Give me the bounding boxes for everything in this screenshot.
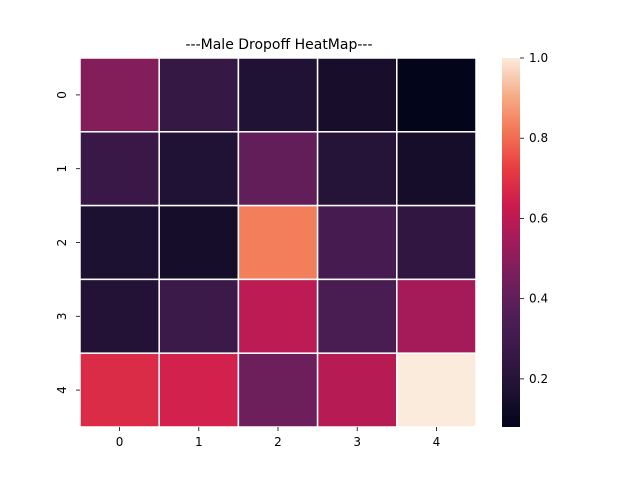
y-tick-label: 4	[55, 386, 69, 394]
heatmap-cell-r0-c3	[316, 57, 398, 133]
y-tick-label: 0	[55, 91, 69, 99]
heatmap-cell-r3-c4	[396, 278, 477, 354]
x-tick-label: 3	[353, 435, 361, 449]
heatmap-cell-r3-c0	[79, 278, 160, 354]
heatmap-cell-r4-c0	[79, 352, 160, 428]
y-tick-label: 2	[55, 239, 69, 247]
x-tick-label: 0	[116, 435, 124, 449]
heatmap-cells	[79, 57, 477, 428]
heatmap-cell-r1-c2	[237, 131, 319, 207]
chart-title: ---Male Dropoff HeatMap---	[185, 37, 372, 53]
y-tick-label: 3	[55, 312, 69, 320]
y-axis: 0 1 2 3 4	[55, 91, 80, 394]
heatmap-cell-r4-c1	[158, 352, 240, 428]
heatmap-cell-r0-c1	[158, 57, 240, 133]
heatmap-cell-r1-c1	[158, 131, 240, 207]
colorbar-tick-label: 0.2	[529, 372, 548, 386]
heatmap-cell-r2-c0	[79, 204, 160, 281]
heatmap-cell-r0-c2	[237, 57, 319, 133]
heatmap-cell-r4-c4	[396, 352, 477, 428]
heatmap-cell-r2-c1	[158, 204, 240, 281]
heatmap-cell-r1-c4	[396, 131, 477, 207]
heatmap-cell-r1-c0	[79, 131, 160, 207]
x-tick-label: 1	[195, 435, 203, 449]
y-tick-label: 1	[55, 165, 69, 173]
colorbar-tick-label: 0.6	[529, 211, 548, 225]
colorbar-tick-label: 1.0	[529, 51, 548, 65]
heatmap-cell-r0-c0	[79, 57, 160, 133]
colorbar: 0.2 0.4 0.6 0.8 1.0	[502, 51, 548, 427]
heatmap-cell-r3-c3	[316, 278, 398, 354]
colorbar-tick-label: 0.4	[529, 292, 548, 306]
heatmap-cell-r1-c3	[316, 131, 398, 207]
colorbar-gradient	[502, 58, 520, 427]
heatmap-cell-r4-c3	[316, 352, 398, 428]
heatmap-cell-r2-c2	[237, 204, 319, 281]
heatmap-cell-r2-c4	[396, 204, 477, 281]
colorbar-tick-label: 0.8	[529, 131, 548, 145]
heatmap-cell-r3-c2	[237, 278, 319, 354]
heatmap-cell-r4-c2	[237, 352, 319, 428]
x-axis: 0 1 2 3 4	[116, 427, 440, 449]
x-tick-label: 2	[274, 435, 282, 449]
heatmap-cell-r3-c1	[158, 278, 240, 354]
heatmap-cell-r0-c4	[396, 57, 477, 133]
x-tick-label: 4	[433, 435, 441, 449]
heatmap-cell-r2-c3	[316, 204, 398, 281]
